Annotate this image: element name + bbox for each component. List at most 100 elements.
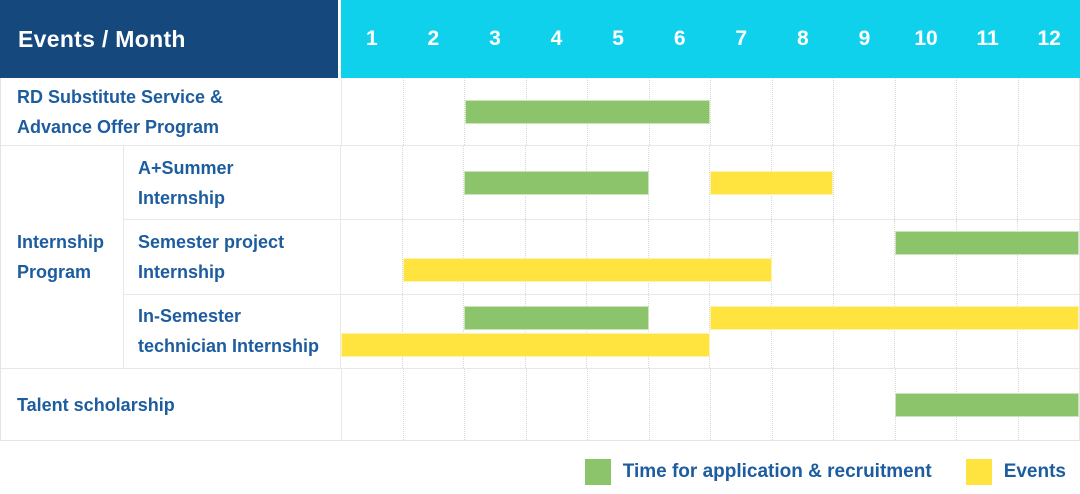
legend-item-application: Time for application & recruitment — [584, 459, 932, 485]
bar-lines — [341, 220, 1079, 293]
month-header: 1 2 3 4 5 6 7 8 9 10 11 12 — [341, 0, 1080, 78]
bar-lines — [341, 146, 1079, 219]
month-gridline — [771, 294, 833, 368]
bar-events-months-1-6 — [341, 332, 710, 357]
month-gridline — [832, 146, 895, 220]
month-gridline — [401, 146, 464, 220]
month-header-cell-11: 11 — [976, 27, 999, 50]
internship-program-group: Internship Program A+Summer Internship Semes… — [1, 145, 1079, 368]
table-row: In-Semester technician Internship — [124, 293, 1079, 368]
month-gridline — [524, 294, 587, 368]
month-header-cell-5: 5 — [612, 27, 624, 50]
gridlines — [341, 220, 1079, 294]
month-gridline — [586, 294, 648, 368]
month-gridline — [1017, 146, 1079, 220]
bar-line — [341, 305, 1079, 330]
chart-area — [340, 294, 1079, 368]
month-gridline — [401, 294, 464, 368]
month-gridline — [955, 294, 1018, 368]
month-gridline — [833, 369, 895, 440]
legend: Time for application & recruitment Events — [584, 459, 1066, 485]
bar-events-months-7-12 — [710, 305, 1079, 330]
bar-application-months-3-5 — [464, 305, 649, 330]
month-gridline — [709, 220, 771, 294]
group-sub-rows: A+Summer Internship Semester project Intern… — [124, 146, 1079, 368]
month-gridline — [709, 146, 771, 220]
month-header-cell-1: 1 — [365, 27, 378, 50]
month-gridline — [464, 369, 526, 440]
month-gridline — [647, 220, 710, 294]
row-label: Talent scholarship — [1, 369, 341, 440]
bar-line — [341, 332, 1079, 357]
table-row: Semester project Internship — [124, 219, 1079, 294]
month-gridline — [832, 220, 895, 294]
month-gridline — [833, 78, 895, 145]
month-gridline — [463, 146, 525, 220]
month-gridline — [956, 78, 1018, 145]
legend-label: Time for application & recruitment — [622, 461, 932, 482]
row-label-line: Internship — [138, 261, 226, 282]
month-gridline — [710, 78, 772, 145]
month-gridline — [464, 78, 526, 145]
month-header-cell-10: 10 — [914, 27, 938, 50]
row-label-line: In-Semester — [138, 306, 242, 327]
month-header-cell-2: 2 — [427, 27, 440, 50]
gridlines — [341, 294, 1079, 368]
month-gridline — [647, 294, 710, 368]
month-header-cell-8: 8 — [796, 27, 809, 50]
row-label: A+Summer Internship — [124, 146, 340, 219]
legend-item-events: Events — [965, 459, 1066, 485]
legend-label: Events — [1003, 461, 1066, 482]
row-label: RD Substitute Service & Advance Offer Pro… — [1, 78, 341, 145]
month-gridline — [648, 369, 711, 440]
row-group-label: Internship Program — [1, 146, 124, 368]
month-gridline — [402, 369, 465, 440]
month-gridline — [771, 78, 834, 145]
bar-line — [341, 170, 1079, 195]
bar-line — [341, 258, 1079, 283]
month-gridline — [771, 369, 834, 440]
bar-line — [342, 392, 1079, 417]
month-header-cell-7: 7 — [735, 27, 748, 50]
month-gridline — [894, 220, 956, 294]
legend-swatch-events-icon — [965, 459, 992, 485]
bar-lines — [342, 78, 1079, 145]
row-label-line: Semester project — [138, 231, 285, 252]
month-gridline — [587, 369, 649, 440]
month-gridline — [525, 369, 588, 440]
month-gridline — [401, 220, 464, 294]
legend-swatch-application-icon — [584, 459, 611, 485]
row-label-line: Advance Offer Program — [17, 116, 220, 137]
table-row: RD Substitute Service & Advance Offer Pro… — [1, 78, 1079, 145]
month-gridline — [710, 369, 772, 440]
row-label: Semester project Internship — [124, 220, 340, 293]
row-label-line: RD Substitute Service & — [17, 86, 224, 107]
month-gridline — [894, 78, 957, 145]
table-header-row: Events / Month 1 2 3 4 5 6 7 8 9 10 11 12 — [0, 0, 1080, 78]
month-gridline — [1017, 220, 1079, 294]
month-header-cell-3: 3 — [489, 27, 501, 50]
month-gridline — [1017, 294, 1079, 368]
month-gridline — [463, 294, 525, 368]
row-label-line: Internship — [138, 187, 226, 208]
bar-lines — [341, 295, 1079, 368]
month-header-cell-12: 12 — [1037, 27, 1061, 50]
chart-area — [340, 146, 1079, 220]
month-header-cell-6: 6 — [673, 27, 686, 50]
row-label-line-group: Internship — [17, 232, 105, 252]
month-gridline — [1017, 78, 1080, 145]
chart-area — [340, 220, 1079, 294]
row-label-line-group: Program — [17, 262, 92, 282]
table-row: Talent scholarship — [1, 368, 1079, 440]
bar-line — [342, 99, 1079, 124]
month-gridline — [894, 294, 956, 368]
bar-application-months-10-12 — [894, 392, 1079, 417]
bar-line — [341, 231, 1079, 256]
month-header-cell-4: 4 — [550, 27, 563, 50]
month-gridline — [771, 220, 833, 294]
bar-application-months-3-5 — [464, 170, 649, 195]
month-gridline — [709, 294, 771, 368]
bar-lines — [342, 369, 1079, 440]
chart-area — [341, 369, 1079, 440]
